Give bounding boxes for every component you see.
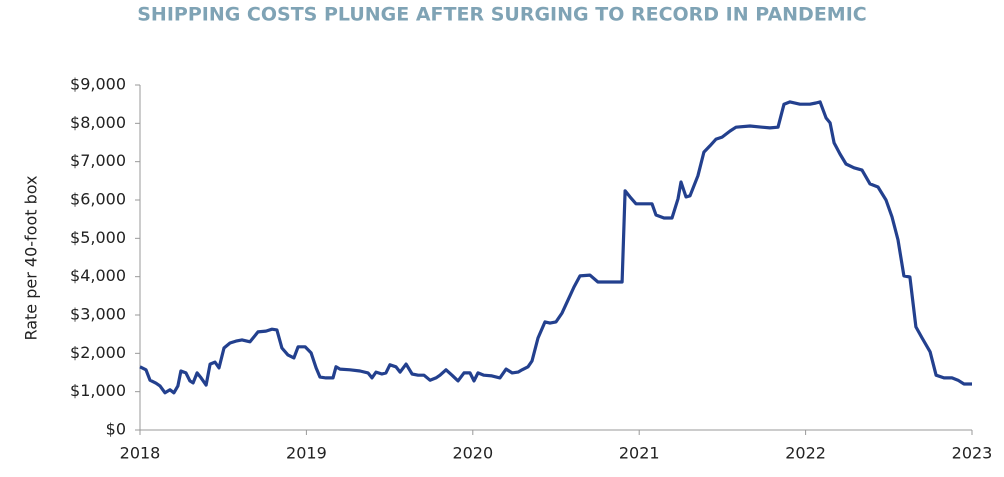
y-tick-label: $6,000	[70, 190, 126, 209]
y-tick-label: $4,000	[70, 266, 126, 285]
x-tick-label: 2022	[785, 444, 826, 463]
y-tick-label: $2,000	[70, 343, 126, 362]
y-tick-label: $7,000	[70, 151, 126, 170]
y-tick-label: $0	[106, 420, 126, 439]
x-tick-label: 2020	[452, 444, 493, 463]
y-tick-label: $3,000	[70, 305, 126, 324]
x-tick-label: 2019	[286, 444, 327, 463]
y-tick-label: $1,000	[70, 381, 126, 400]
x-tick-label: 2021	[619, 444, 660, 463]
x-tick-label: 2023	[952, 444, 993, 463]
x-tick-label: 2018	[120, 444, 161, 463]
line-series	[139, 100, 972, 395]
chart-title: SHIPPING COSTS PLUNGE AFTER SURGING TO R…	[137, 4, 866, 26]
y-tick-label: $8,000	[70, 113, 126, 132]
y-tick-label: $9,000	[70, 75, 126, 94]
y-axis-label: Rate per 40-foot box	[22, 175, 41, 340]
y-tick-label: $5,000	[70, 228, 126, 247]
